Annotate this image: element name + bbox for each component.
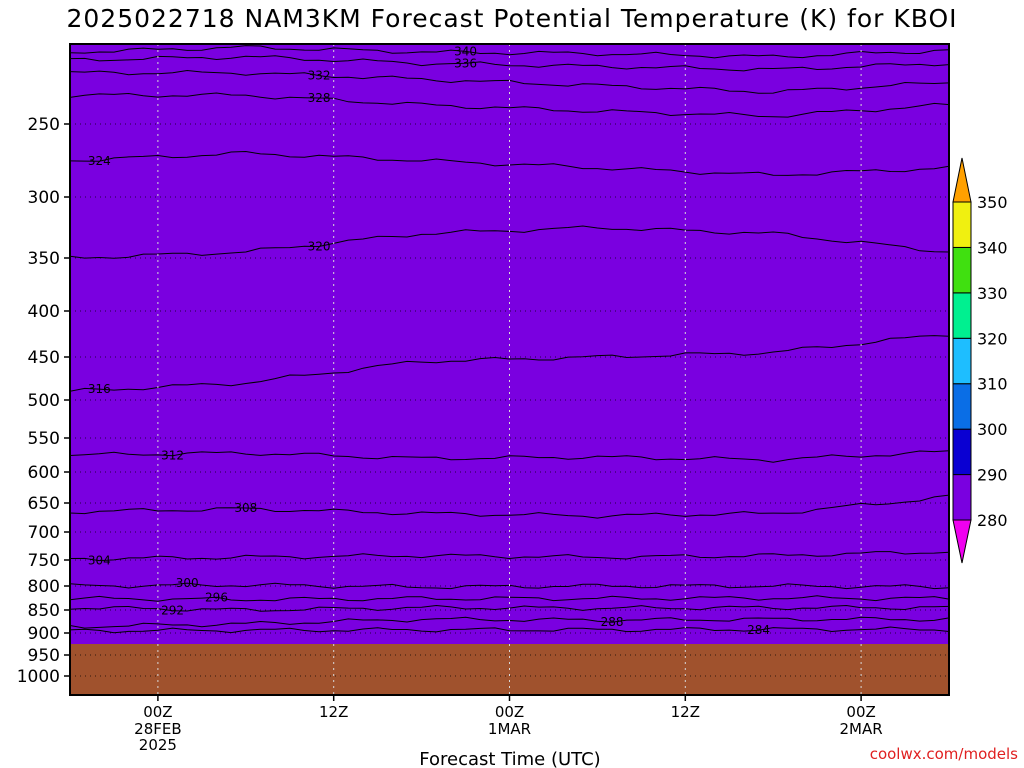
contour-308 bbox=[70, 494, 949, 519]
colorbar-label-330: 330 bbox=[977, 284, 1008, 303]
contour-lines bbox=[70, 45, 949, 634]
x-tick-label-4: 00Z bbox=[846, 703, 875, 721]
filled-bands bbox=[70, 44, 949, 695]
contour-label-340: 340 bbox=[454, 44, 477, 58]
colorbar-top-arrow bbox=[952, 157, 972, 203]
contour-label-332: 332 bbox=[308, 69, 331, 83]
colorbar-label-300: 300 bbox=[977, 420, 1008, 439]
colorbar-swatch-330 bbox=[952, 246, 972, 294]
y-tick-label-350: 350 bbox=[28, 249, 60, 269]
y-tick-label-800: 800 bbox=[28, 577, 60, 597]
y-tick-label-400: 400 bbox=[28, 302, 60, 322]
x-tick-label-3: 12Z bbox=[671, 703, 700, 721]
y-tick-label-700: 700 bbox=[28, 523, 60, 543]
contour-label-316: 316 bbox=[88, 382, 111, 396]
y-tick-label-300: 300 bbox=[28, 188, 60, 208]
y-tick-label-950: 950 bbox=[28, 646, 60, 666]
contour-label-308: 308 bbox=[234, 501, 257, 515]
y-tick-label-900: 900 bbox=[28, 624, 60, 644]
colorbar-label-320: 320 bbox=[977, 329, 1008, 348]
contour-336 bbox=[70, 55, 949, 72]
x-tick-sublabel-0-0: 28FEB bbox=[134, 720, 181, 738]
contour-label-288: 288 bbox=[601, 615, 624, 629]
y-axis: 250 300 350 400 450 500 550 600 650 700 750 800 850 9… bbox=[17, 115, 70, 687]
x-tick-sublabel-0-1: 2025 bbox=[139, 736, 177, 754]
x-tick-sublabel-2-0: 1MAR bbox=[488, 720, 531, 738]
contour-304 bbox=[70, 551, 949, 562]
grid-lines bbox=[70, 44, 949, 695]
colorbar-bottom-arrow bbox=[952, 519, 972, 564]
y-tick-label-450: 450 bbox=[28, 348, 60, 368]
contour-340 bbox=[70, 45, 949, 59]
x-tick-label-0: 00Z bbox=[143, 703, 172, 721]
y-tick-label-850: 850 bbox=[28, 601, 60, 621]
colorbar-label-280: 280 bbox=[977, 511, 1008, 530]
credit-text: coolwx.com/models bbox=[869, 745, 1018, 763]
x-axis-title: Forecast Time (UTC) bbox=[419, 749, 600, 768]
colorbar-swatch-300 bbox=[952, 383, 972, 430]
contour-label-296: 296 bbox=[205, 590, 228, 604]
colorbar-swatch-280 bbox=[952, 474, 972, 521]
x-tick-label-2: 00Z bbox=[495, 703, 524, 721]
colorbar-swatch-290 bbox=[952, 428, 972, 476]
y-tick-label-600: 600 bbox=[28, 463, 60, 483]
colorbar-swatch-320 bbox=[952, 292, 972, 339]
contour-labels: 284 288 292 296 300 304 308 312 316 320 324 328 332 3… bbox=[88, 44, 770, 637]
contour-label-328: 328 bbox=[308, 91, 331, 105]
contour-316 bbox=[70, 335, 949, 392]
y-tick-label-750: 750 bbox=[28, 551, 60, 571]
contour-label-324: 324 bbox=[88, 154, 111, 168]
contour-label-304: 304 bbox=[88, 554, 111, 568]
colorbar-label-310: 310 bbox=[977, 375, 1008, 394]
contour-312 bbox=[70, 450, 949, 463]
y-tick-label-550: 550 bbox=[28, 429, 60, 449]
contour-label-336: 336 bbox=[454, 56, 477, 70]
y-tick-label-1000: 1000 bbox=[17, 667, 60, 687]
chart-title: 2025022718 NAM3KM Forecast Potential Tem… bbox=[66, 4, 958, 33]
colorbar-label-290: 290 bbox=[977, 466, 1008, 485]
contour-328 bbox=[70, 92, 949, 118]
y-tick-label-500: 500 bbox=[28, 391, 60, 411]
contour-label-312: 312 bbox=[161, 449, 184, 463]
y-tick-label-650: 650 bbox=[28, 494, 60, 514]
colorbar-label-350: 350 bbox=[977, 193, 1008, 212]
colorbar-label-340: 340 bbox=[977, 238, 1008, 257]
colorbar-swatch-340 bbox=[952, 201, 972, 248]
contour-label-292: 292 bbox=[161, 604, 184, 618]
contour-label-284: 284 bbox=[747, 623, 770, 637]
colorbar-swatch-310 bbox=[952, 337, 972, 385]
y-tick-label-250: 250 bbox=[28, 115, 60, 135]
contour-284 bbox=[70, 626, 949, 634]
contour-label-300: 300 bbox=[176, 576, 199, 590]
contour-label-320: 320 bbox=[308, 240, 331, 254]
x-tick-sublabel-4-0: 2MAR bbox=[840, 720, 883, 738]
x-tick-label-1: 12Z bbox=[319, 703, 348, 721]
colorbar: 280 290 300 310 320 330 340 350 bbox=[952, 157, 1008, 564]
